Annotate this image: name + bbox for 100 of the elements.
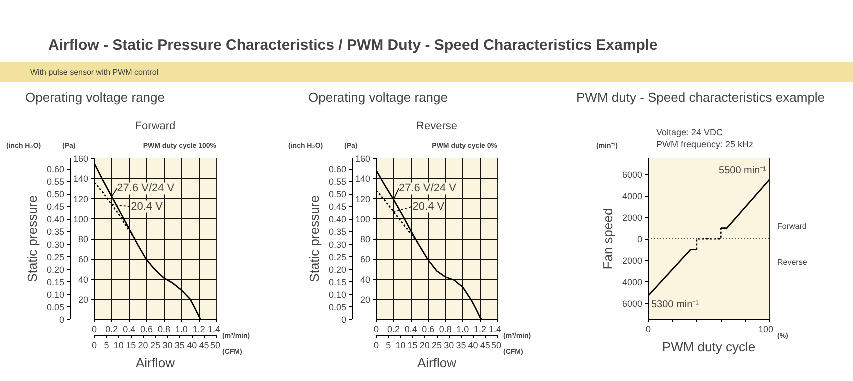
y-tick-label: 40 [360,274,371,285]
y2-tick-label: 0.35 [328,227,347,238]
y2-tick-label: 0.60 [328,164,347,175]
x-tick-label: 0.6 [140,324,154,334]
x2-tick-label: 25 [150,340,161,350]
x-tick-label: 1.4 [208,324,221,334]
x2-tick-label: 35 [174,340,185,350]
x2-tick-label: 15 [126,340,136,350]
y-tick-label: 160 [355,154,371,164]
y-tick-label: 2000 [622,213,643,224]
x2-tick-label: 50 [491,340,502,350]
annotation: 5500 min⁻¹ [719,165,768,176]
y2-tick-label: 0.05 [46,302,65,312]
y-tick-label: 2000 [622,256,643,266]
y2-axis-title: Static pressure [24,196,40,282]
y-tick-label: 60 [360,254,371,265]
legend-label: 27.6 V/24 V [398,182,458,195]
x-tick-label: 0 [374,324,380,334]
y2-tick-label: 0 [59,315,65,325]
y-tick-label: 100 [355,214,371,224]
y2-tick-label: 0.15 [328,277,347,288]
y-tick-label: 40 [78,274,89,285]
y2-tick-label: 0.50 [328,190,347,200]
x2-tick-label: 20 [138,340,148,350]
y-tick-label: 20 [78,294,89,305]
legend-label: 20.4 V [412,200,446,213]
x2-tick-label: 40 [468,340,478,350]
x-tick-label: 0 [92,324,98,334]
x-tick-label: 1.2 [474,324,486,334]
chart-subtitle: Reverse [416,120,458,132]
text: Airflow - Static Pressure Characteristics / PWM Duty - Speed Characteristics Example [48,37,658,54]
text: PWM frequency: 25 kHz [656,140,754,150]
x-tick-label: 1.2 [192,324,206,334]
x2-tick-label: 25 [432,340,442,350]
x-tick-label: 0.8 [439,324,452,334]
x-tick-label: 0.4 [404,324,418,334]
chart-subtitle: Forward [135,120,176,132]
chart-title: Operating voltage range [308,90,448,105]
x-axis-title: Airflow [136,356,176,370]
y2-tick-label: 0.50 [46,190,65,200]
y-tick-label: 6000 [622,170,643,180]
y2-tick-label: 0.55 [328,177,347,188]
x2-tick-label: 15 [408,340,418,350]
y-tick-label: 6000 [622,298,643,309]
y-tick-label: 100 [73,214,89,224]
chart-title: PWM duty - Speed characteristics example [576,90,826,105]
x2-tick-label: 50 [210,340,221,350]
y2-tick-label: 0.20 [328,264,347,275]
y-axis-title: Fan speed [600,208,616,270]
y2-tick-label: 0.55 [46,177,65,188]
x-tick-label: 0 [646,324,652,334]
y2-tick-label: 0.10 [328,290,347,300]
y2-tick-label: 0.40 [328,214,347,225]
y2-tick-label: 0.30 [46,240,65,250]
x2-tick-label: 30 [444,340,454,350]
annotation: 5300 min⁻¹ [652,299,700,310]
x2-tick-label: 5 [386,340,392,350]
y-tick-label: 4000 [622,277,643,288]
text: With pulse sensor with PWM control [30,68,159,77]
y2-tick-label: 0.35 [46,227,65,238]
y-tick-label: 0 [637,234,643,244]
text: Forward [778,222,807,231]
y-tick-label: 4000 [622,192,643,202]
y2-tick-label: 0.10 [46,290,65,300]
y2-tick-label: 0 [341,315,347,325]
legend-label: 27.6 V/24 V [117,182,176,195]
y-tick-label: 140 [73,174,89,184]
x-tick-label: 1.0 [456,324,470,334]
x-axis-title: PWM duty cycle [662,340,756,354]
x-tick-label: 1.0 [175,324,188,334]
text: Reverse [778,258,808,267]
x2-tick-label: 30 [162,340,173,350]
legend-label: 20.4 V [131,200,164,213]
x-tick-label: 0.2 [106,324,118,334]
y2-tick-label: 0.60 [46,164,65,175]
y-tick-label: 120 [355,194,371,204]
x2-tick-label: 20 [420,340,430,350]
x2-tick-label: 35 [456,340,466,350]
x2-tick-label: 0 [374,340,380,350]
x2-tick-label: 10 [396,340,406,350]
y-tick-label: 80 [360,234,371,244]
y-tick-label: 120 [73,194,89,204]
x2-tick-label: 10 [114,340,124,350]
x-tick-label: 0.4 [123,324,136,334]
x2-tick-label: 0 [92,340,98,350]
y2-tick-label: 0.25 [46,252,65,262]
x2-tick-label: 40 [187,340,198,350]
x2-tick-label: 5 [104,340,110,350]
y2-tick-label: 0.40 [46,214,65,225]
y2-tick-label: 0.05 [328,302,347,312]
x-tick-label: 0.8 [158,324,170,334]
text: Voltage: 24 VDC [656,128,724,138]
y-tick-label: 20 [360,294,371,305]
y2-tick-label: 0.45 [328,202,347,212]
x-tick-label: 1.4 [488,324,502,334]
x2-tick-label: 45 [199,340,210,350]
x-tick-label: 100 [758,324,774,334]
x-tick-label: 0.6 [422,324,435,334]
y2-tick-label: 0.45 [46,202,65,212]
y2-tick-label: 0.25 [328,252,347,262]
